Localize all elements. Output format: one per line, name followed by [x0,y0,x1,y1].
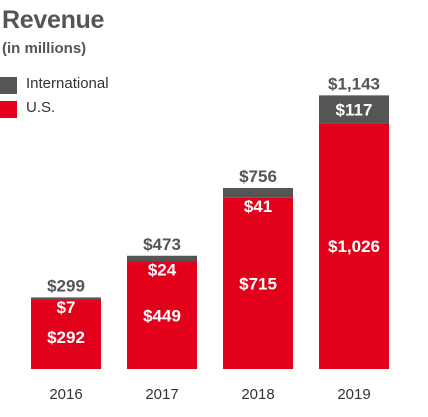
total-label-2016: $299 [47,276,85,295]
x-tick-2017: 2017 [145,386,178,403]
legend-label-us: U.S. [26,99,56,116]
label-us-2019: $1,026 [328,237,380,256]
legend-swatch-us [0,101,17,118]
label-international-2019: $117 [336,100,373,119]
bar-international-2019 [319,95,389,124]
label-international-2017: $24 [148,261,177,280]
label-international-2016: $7 [57,298,76,317]
label-us-2017: $449 [143,306,181,325]
label-us-2016: $292 [47,328,85,347]
legend-swatch-international [0,77,17,94]
bar-us-2017 [127,261,197,369]
legend-label-international: International [26,75,109,92]
bar-us-2016 [31,299,101,369]
x-tick-2018: 2018 [241,386,274,403]
bar-international-2017 [127,255,197,262]
bar-international-2018 [223,188,293,198]
total-label-2017: $473 [143,235,181,254]
label-international-2018: $41 [244,197,272,216]
chart-title: Revenue [2,6,105,34]
bar-us-2019 [319,123,389,369]
total-label-2018: $756 [239,167,277,186]
label-us-2018: $715 [239,274,277,293]
x-tick-2016: 2016 [49,386,82,403]
bar-us-2018 [223,197,293,369]
x-tick-2019: 2019 [337,386,370,403]
chart-subtitle: (in millions) [2,40,87,57]
total-label-2019: $1,143 [328,74,380,93]
bar-international-2016 [31,297,101,300]
